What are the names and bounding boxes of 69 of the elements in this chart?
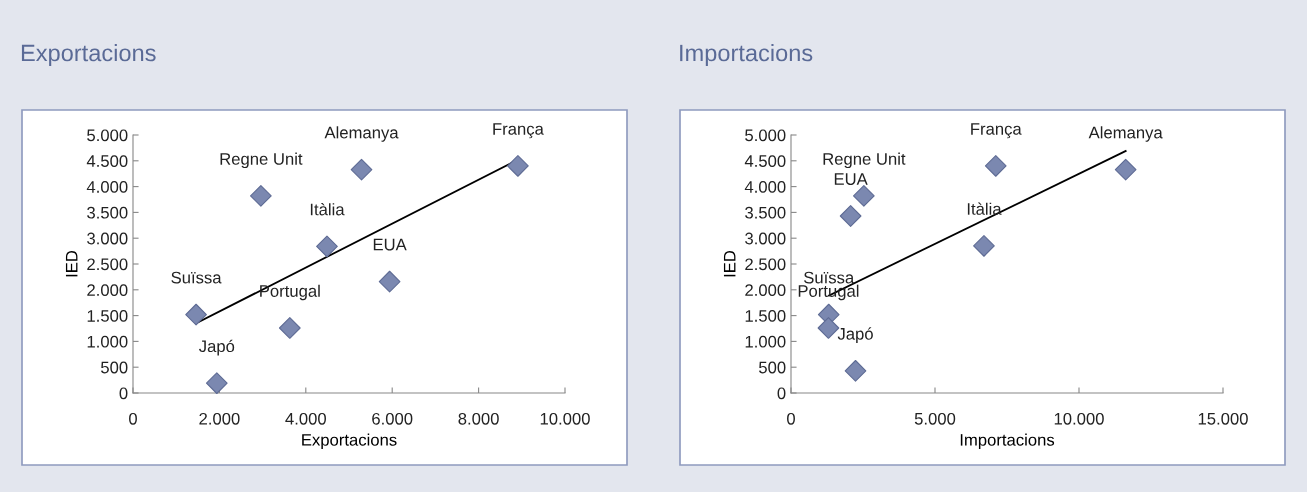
y-axis-title: IED xyxy=(65,250,78,277)
annotation: Japó xyxy=(199,339,235,356)
chart-title: Importacions xyxy=(680,44,813,66)
y-tick-label: 4.500 xyxy=(744,155,786,167)
x-tick-label: 0 xyxy=(129,412,137,425)
x-tick-label: 0 xyxy=(787,412,795,425)
y-tick-label: 4.000 xyxy=(744,181,786,193)
x-tick-label: 10.000 xyxy=(1054,412,1104,425)
annotation: Alemanya xyxy=(1088,126,1163,142)
annotation: Japó xyxy=(837,327,873,344)
y-tick-label: 1.500 xyxy=(87,310,128,322)
point xyxy=(250,185,272,207)
y-tick-label: 5.000 xyxy=(745,129,786,142)
annotation: EUA xyxy=(373,238,407,251)
y-tick-label: 2.500 xyxy=(745,258,786,271)
point xyxy=(844,359,867,382)
x-tick-label: 5.000 xyxy=(914,412,956,425)
y-tick-label: 2.000 xyxy=(745,284,786,296)
y-tick-label: 4.500 xyxy=(86,155,128,167)
point xyxy=(316,235,338,258)
annotation: Portugal xyxy=(798,284,859,301)
y-tick-label: 2.000 xyxy=(87,284,128,296)
y-tick-label: 1.000 xyxy=(87,335,128,348)
point xyxy=(205,372,228,395)
point xyxy=(1114,158,1137,181)
y-tick-label: 1.000 xyxy=(745,335,786,348)
y-tick-label: 3.500 xyxy=(87,206,128,219)
point xyxy=(350,158,373,181)
annotation: França xyxy=(971,123,1022,139)
annotation: Suïssa xyxy=(804,271,855,284)
x-tick-label: 15.000 xyxy=(1198,412,1248,425)
point xyxy=(378,270,401,293)
y-axis-title: IED xyxy=(723,250,736,277)
x-tick-label: 2.000 xyxy=(199,412,240,425)
x-tick-label: 10.000 xyxy=(540,412,590,425)
x-tick-label: 6.000 xyxy=(372,412,413,425)
point xyxy=(507,155,529,177)
point xyxy=(817,317,840,339)
point xyxy=(185,303,207,326)
point xyxy=(973,235,995,257)
point xyxy=(984,155,1007,177)
point xyxy=(839,205,862,227)
point xyxy=(278,317,301,339)
y-tick-label: 3.500 xyxy=(745,206,786,219)
chart-title: Exportacions xyxy=(21,44,156,66)
y-tick-label: 5.000 xyxy=(87,129,128,142)
annotation: Portugal xyxy=(260,284,320,301)
x-tick-label: 8.000 xyxy=(458,412,499,425)
annotation: Itàlia xyxy=(967,202,1002,215)
annotation: Alemanya xyxy=(324,126,399,142)
x-axis-title: Importacions xyxy=(960,433,1055,450)
y-tick-label: 1.500 xyxy=(745,310,786,322)
point xyxy=(853,185,875,207)
y-tick-label: 500 xyxy=(759,361,786,374)
y-tick-label: 0 xyxy=(777,387,786,400)
annotation: Suïssa xyxy=(171,271,222,284)
y-tick-label: 4.000 xyxy=(86,181,128,193)
annotation: Regne Unit xyxy=(823,152,906,169)
annotation: Regne Unit xyxy=(220,152,303,169)
x-tick-label: 4.000 xyxy=(285,412,326,425)
y-tick-label: 3.000 xyxy=(745,232,786,245)
x-axis-title: Exportacions xyxy=(302,433,397,450)
annotation: França xyxy=(493,123,544,139)
y-tick-label: 2.500 xyxy=(87,258,128,271)
annotation: Itàlia xyxy=(310,202,345,216)
annotation: EUA xyxy=(834,173,868,185)
y-tick-label: 3.000 xyxy=(87,232,128,245)
y-tick-label: 500 xyxy=(101,361,128,374)
y-tick-label: 0 xyxy=(119,387,128,400)
